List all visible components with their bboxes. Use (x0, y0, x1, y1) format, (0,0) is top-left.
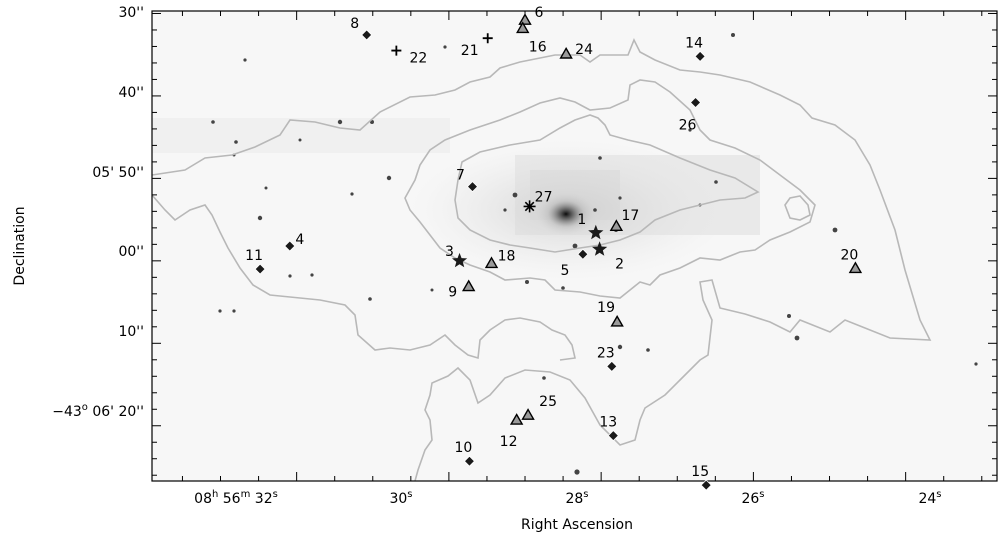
source-27-marker (523, 200, 536, 213)
middle-contour (404, 79, 816, 299)
x-tick-label: 26s (741, 489, 764, 507)
x-tick-label: 28s (565, 489, 588, 507)
source-12-marker (509, 413, 524, 425)
source-16-label: 16 (529, 39, 547, 55)
x-tick-label: 08h 56m 32s (194, 489, 278, 507)
source-1-marker (588, 224, 604, 240)
sky-image (152, 11, 997, 481)
source-6-marker (518, 13, 532, 25)
source-12-label: 12 (500, 434, 518, 450)
source-24-label: 24 (575, 42, 593, 58)
plot-frame (151, 10, 998, 482)
y-tick-label: 10'' (118, 324, 144, 340)
intensity-contours (152, 38, 932, 481)
x-tick-label: 30s (389, 489, 412, 507)
source-20-label: 20 (840, 247, 858, 263)
source-3-label: 3 (445, 244, 454, 260)
source-5-label: 5 (560, 263, 569, 279)
y-tick-label: 05' 50'' (92, 165, 144, 181)
x-tick-labels: 08h 56m 32s 30s 28s 26s 24s (194, 489, 941, 507)
source-8-label: 8 (350, 16, 359, 32)
axis-ticks (152, 11, 997, 481)
source-13-label: 13 (599, 415, 617, 431)
y-axis-title: Declination (12, 206, 28, 285)
source-4-marker (284, 240, 296, 252)
source-22-label: 22 (409, 51, 427, 67)
source-7-marker (466, 181, 479, 193)
source-23-label: 23 (597, 345, 615, 361)
source-22-marker (391, 45, 402, 56)
source-20-marker (848, 261, 863, 274)
source-15-marker (700, 479, 712, 491)
source-1-label: 1 (577, 212, 586, 228)
contour-knot-right (784, 195, 811, 221)
source-25-marker (521, 408, 535, 420)
source-7-label: 7 (456, 168, 465, 184)
source-10-label: 10 (454, 440, 472, 456)
source-13-marker (607, 430, 619, 442)
source-26-label: 26 (679, 118, 697, 134)
y-tick-label: −43o 06' 20'' (52, 402, 144, 420)
source-3-marker (451, 252, 468, 268)
y-tick-label: 40'' (118, 85, 144, 101)
source-24-marker (559, 46, 573, 59)
source-14-marker (694, 50, 706, 62)
source-15-label: 15 (691, 464, 709, 480)
source-6-label: 6 (535, 5, 544, 21)
source-2-label: 2 (615, 256, 624, 272)
source-25-label: 25 (539, 394, 557, 410)
y-tick-labels: 30'' 40'' 05' 50'' 00'' 10'' −43o 06' 20… (52, 5, 144, 420)
source-8-marker (361, 29, 373, 41)
source-4-label: 4 (295, 232, 304, 248)
source-18-label: 18 (498, 248, 516, 264)
inner-contour (454, 114, 760, 253)
y-tick-label: 30'' (118, 5, 144, 21)
source-16-marker (516, 21, 530, 34)
source-11-marker (254, 263, 266, 275)
outer-contour (152, 38, 932, 481)
source-19-label: 19 (597, 300, 615, 316)
source-11-label: 11 (245, 248, 263, 264)
x-axis-title: Right Ascension (521, 517, 633, 533)
source-21-label: 21 (461, 43, 479, 59)
source-17-label: 17 (621, 208, 639, 224)
source-18-marker (484, 256, 499, 269)
x-tick-label: 24s (918, 489, 941, 507)
source-9-marker (461, 279, 476, 292)
source-19-marker (610, 314, 624, 327)
source-23-marker (606, 360, 618, 372)
source-5-marker (577, 248, 589, 260)
y-tick-label: 00'' (118, 244, 144, 260)
source-2-marker (592, 241, 608, 256)
source-9-label: 9 (448, 284, 457, 300)
source-26-marker (689, 96, 702, 109)
source-17-marker (609, 219, 624, 232)
source-21-marker (482, 33, 493, 44)
source-14-label: 14 (685, 35, 703, 51)
source-27-label: 27 (535, 189, 553, 205)
source-markers: 1234567891011121314151617181920212223242… (245, 5, 863, 491)
source-10-marker (463, 455, 476, 467)
